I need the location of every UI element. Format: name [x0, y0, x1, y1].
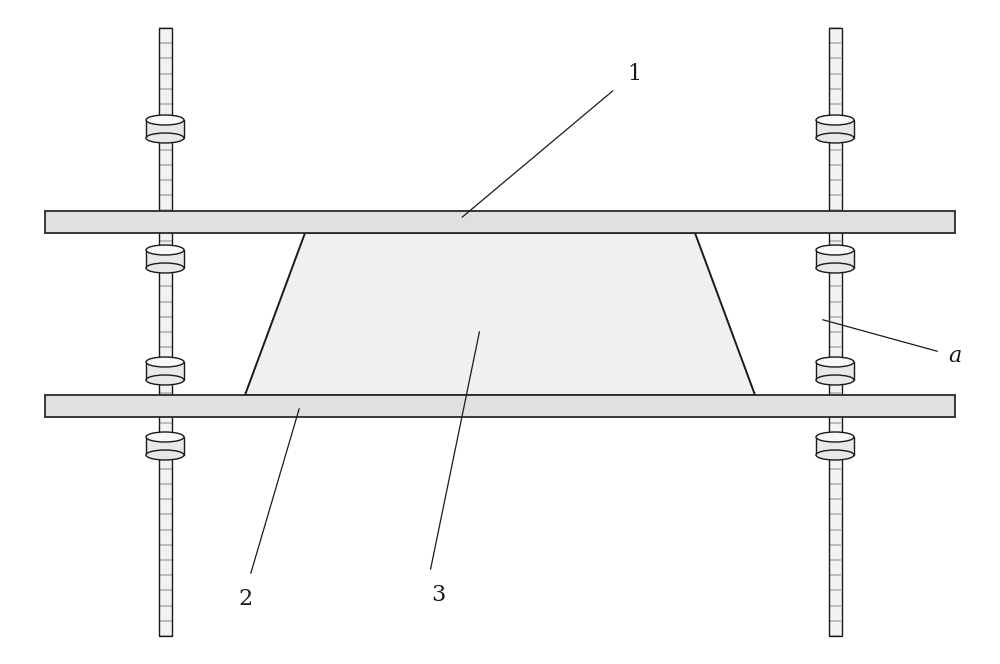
Bar — [146, 120, 184, 138]
Bar — [816, 437, 854, 455]
Bar — [146, 362, 184, 380]
Ellipse shape — [816, 263, 854, 273]
Ellipse shape — [816, 245, 854, 255]
Bar — [146, 250, 184, 268]
Ellipse shape — [146, 375, 184, 385]
Ellipse shape — [816, 115, 854, 125]
Polygon shape — [245, 233, 755, 395]
Ellipse shape — [816, 133, 854, 143]
Ellipse shape — [146, 450, 184, 460]
Text: 1: 1 — [627, 63, 641, 85]
Ellipse shape — [816, 432, 854, 442]
Text: 2: 2 — [238, 588, 252, 610]
Ellipse shape — [146, 432, 184, 442]
Text: 3: 3 — [431, 584, 445, 606]
Ellipse shape — [146, 263, 184, 273]
Ellipse shape — [816, 375, 854, 385]
Bar — [45, 395, 955, 417]
Bar — [816, 120, 854, 138]
Bar — [816, 362, 854, 380]
Text: a: a — [948, 345, 961, 367]
Ellipse shape — [146, 357, 184, 367]
Bar — [828, 28, 842, 636]
Bar — [146, 437, 184, 455]
Ellipse shape — [146, 133, 184, 143]
Ellipse shape — [146, 115, 184, 125]
Bar — [45, 211, 955, 233]
Bar — [158, 28, 172, 636]
Ellipse shape — [816, 357, 854, 367]
Ellipse shape — [146, 245, 184, 255]
Bar — [816, 250, 854, 268]
Ellipse shape — [816, 450, 854, 460]
